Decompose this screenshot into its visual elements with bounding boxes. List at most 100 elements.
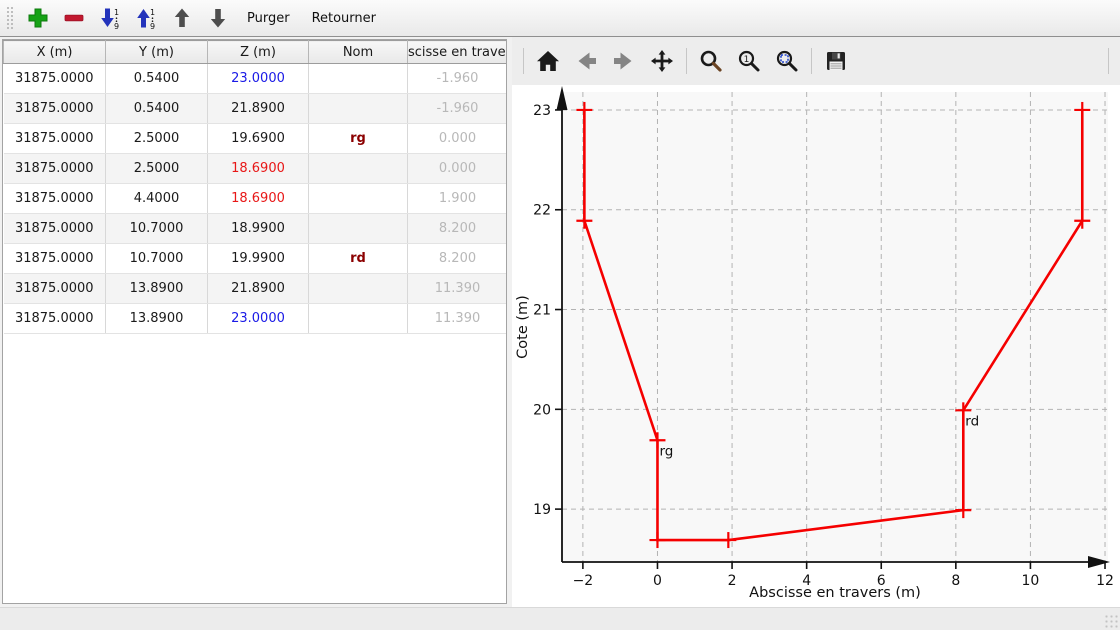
cell-nom[interactable] [308, 153, 408, 184]
plot-canvas-wrap: −2 0 2 4 6 8 10 12 19 20 21 22 23 Abscisse en travers… [512, 85, 1120, 607]
column-header-x[interactable]: X (m) [3, 40, 106, 64]
zoom-fit-icon [776, 50, 798, 72]
cell-z[interactable]: 23.0000 [207, 303, 309, 334]
cell-z[interactable]: 21.8900 [207, 93, 309, 124]
column-header-abscisse[interactable]: scisse en travers [407, 40, 506, 64]
cross-section-plot-canvas[interactable]: −2 0 2 4 6 8 10 12 19 20 21 22 23 Abscisse en travers… [512, 85, 1120, 607]
move-row-up-button[interactable] [166, 3, 198, 33]
forward-button[interactable] [607, 44, 641, 78]
cell-z[interactable]: 19.9900 [207, 243, 309, 274]
cell-x[interactable]: 31875.0000 [3, 183, 106, 214]
column-header-y[interactable]: Y (m) [105, 40, 208, 64]
y-tick-label: 19 [533, 502, 551, 518]
toolbar-separator [1108, 48, 1109, 74]
cell-x[interactable]: 31875.0000 [3, 63, 106, 94]
cell-y[interactable]: 10.7000 [105, 243, 208, 274]
x-tick-label: 10 [1022, 573, 1040, 589]
plot-toolbar-handle [523, 48, 524, 74]
cell-z[interactable]: 19.6900 [207, 123, 309, 154]
table-row: 31875.0000 0.5400 23.0000 -1.960 [3, 63, 506, 94]
zoom-button[interactable] [694, 44, 728, 78]
cell-nom[interactable]: rd [308, 243, 408, 274]
purger-button[interactable]: Purger [247, 10, 290, 26]
cell-y[interactable]: 2.5000 [105, 153, 208, 184]
cell-z[interactable]: 18.9900 [207, 213, 309, 244]
retourner-button[interactable]: Retourner [311, 10, 376, 26]
cell-y[interactable]: 13.8900 [105, 273, 208, 304]
x-tick-label: 6 [877, 573, 886, 589]
cell-abscisse: 1.900 [407, 183, 506, 214]
zoom-one-button[interactable]: 1 [732, 44, 766, 78]
table-row: 31875.0000 13.8900 21.8900 11.390 [3, 273, 506, 304]
cell-x[interactable]: 31875.0000 [3, 123, 106, 154]
toolbar-separator [686, 48, 687, 74]
home-icon [537, 51, 559, 71]
x-tick-label: 12 [1096, 573, 1114, 589]
cell-nom[interactable]: rg [308, 123, 408, 154]
cell-y[interactable]: 2.5000 [105, 123, 208, 154]
move-row-down-button[interactable] [202, 3, 234, 33]
x-tick-label: −2 [573, 573, 594, 589]
cell-nom[interactable] [308, 183, 408, 214]
x-axis-title: Abscisse en travers (m) [749, 585, 921, 601]
cell-nom[interactable] [308, 303, 408, 334]
plot-background [562, 92, 1108, 562]
points-table-panel: X (m) Y (m) Z (m) Nom scisse en travers … [2, 39, 507, 604]
move-row-up-icon [174, 8, 190, 27]
cell-nom[interactable] [308, 213, 408, 244]
y-axis-title: Cote (m) [515, 295, 531, 359]
home-button[interactable] [531, 44, 565, 78]
cell-x[interactable]: 31875.0000 [3, 243, 106, 274]
column-header-nom[interactable]: Nom [308, 40, 408, 64]
sort-ascending-1-9-icon: 1 9 [137, 8, 155, 31]
cell-x[interactable]: 31875.0000 [3, 303, 106, 334]
remove-row-button[interactable] [58, 3, 90, 33]
x-tick-label: 0 [653, 573, 662, 589]
sort-ascending-button[interactable]: 1 9 [130, 3, 162, 33]
cell-y[interactable]: 13.8900 [105, 303, 208, 334]
move-row-down-icon [210, 9, 226, 28]
cell-nom[interactable] [308, 273, 408, 304]
sort-descending-button[interactable]: 1 9 [94, 3, 126, 33]
back-button[interactable] [569, 44, 603, 78]
zoom-rect-icon [700, 50, 722, 72]
cell-y[interactable]: 0.5400 [105, 63, 208, 94]
table-row: 31875.0000 0.5400 21.8900 -1.960 [3, 93, 506, 124]
cell-x[interactable]: 31875.0000 [3, 153, 106, 184]
cell-z[interactable]: 18.6900 [207, 153, 309, 184]
zoom-one-icon: 1 [738, 50, 760, 72]
x-tick-label: 2 [728, 573, 737, 589]
cell-y[interactable]: 4.4000 [105, 183, 208, 214]
cell-x[interactable]: 31875.0000 [3, 213, 106, 244]
add-row-button[interactable] [22, 3, 54, 33]
table-row: 31875.0000 10.7000 19.9900 rd 8.200 [3, 243, 506, 274]
points-table-area: X (m) Y (m) Z (m) Nom scisse en travers … [0, 37, 512, 607]
remove-row-icon [64, 14, 84, 22]
cell-x[interactable]: 31875.0000 [3, 93, 106, 124]
status-bar [0, 607, 1120, 630]
pan-button[interactable] [645, 44, 679, 78]
cell-z[interactable]: 18.6900 [207, 183, 309, 214]
save-icon [827, 52, 845, 70]
save-button[interactable] [819, 44, 853, 78]
table-row: 31875.0000 2.5000 18.6900 0.000 [3, 153, 506, 184]
toolbar-drag-handle[interactable] [6, 6, 14, 30]
svg-text:9: 9 [114, 22, 119, 31]
cell-nom[interactable] [308, 63, 408, 94]
plot-toolbar: 1 [512, 37, 1120, 85]
toolbar-separator [811, 48, 812, 74]
point-label: rd [965, 413, 979, 429]
cell-y[interactable]: 0.5400 [105, 93, 208, 124]
resize-grip[interactable] [1104, 614, 1118, 628]
cell-abscisse: 0.000 [407, 123, 506, 154]
cell-z[interactable]: 23.0000 [207, 63, 309, 94]
column-header-z[interactable]: Z (m) [207, 40, 309, 64]
point-label: rg [659, 443, 673, 459]
cell-x[interactable]: 31875.0000 [3, 273, 106, 304]
cell-y[interactable]: 10.7000 [105, 213, 208, 244]
cell-nom[interactable] [308, 93, 408, 124]
svg-text:1: 1 [150, 8, 155, 17]
cell-z[interactable]: 21.8900 [207, 273, 309, 304]
zoom-fit-button[interactable] [770, 44, 804, 78]
main-toolbar: 1 9 1 9 Purger Retourner [0, 0, 1120, 37]
